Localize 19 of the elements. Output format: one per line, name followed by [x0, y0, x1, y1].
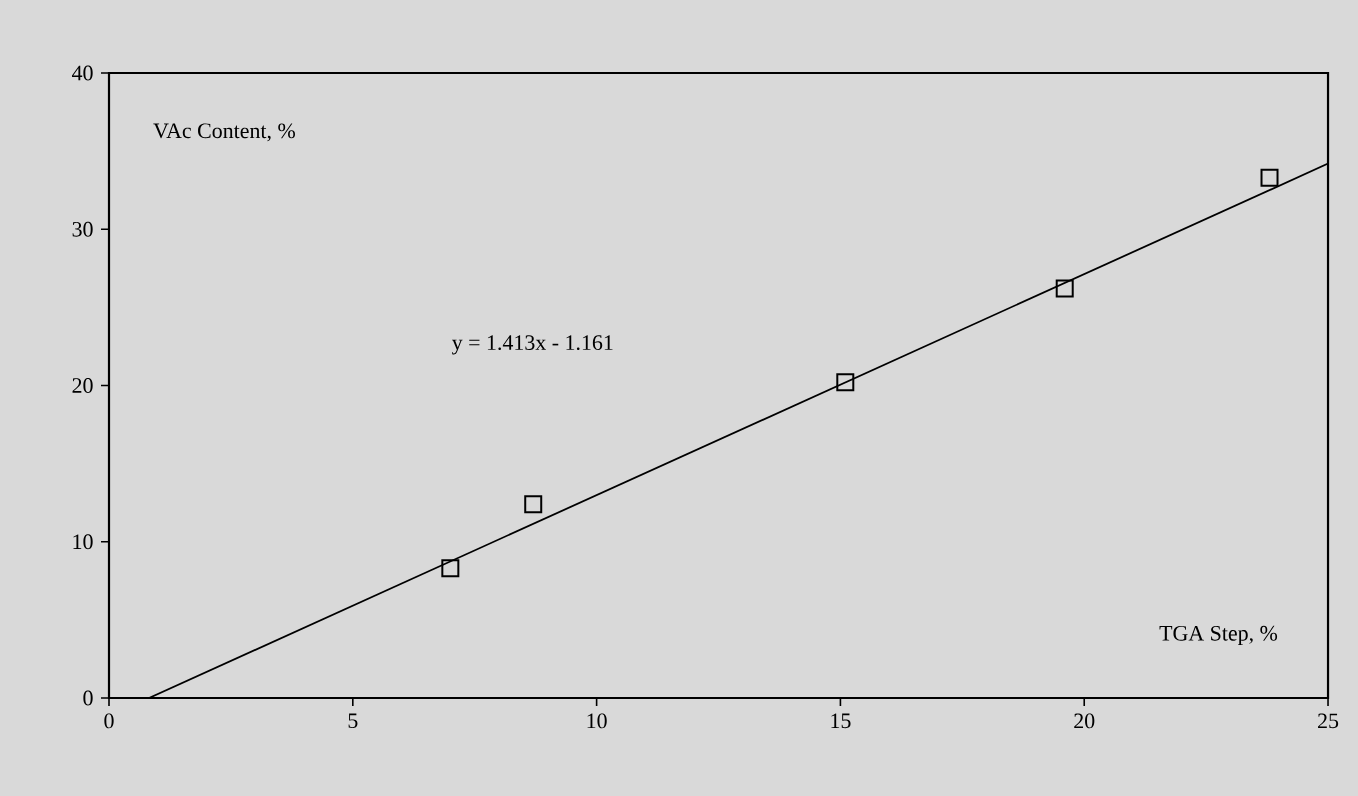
- y-tick-label: 40: [72, 65, 93, 81]
- y-tick-label: 10: [73, 534, 93, 550]
- x-tick-label: 25: [1318, 713, 1339, 729]
- point: [1260, 168, 1279, 187]
- x-tick-label: 10: [587, 713, 607, 729]
- point: [524, 495, 543, 514]
- y-tick-label: 30: [72, 221, 93, 237]
- y-tick-label: 20: [72, 378, 93, 393]
- point: [1055, 279, 1074, 298]
- x-axis-title: TGA Step, %: [1159, 625, 1278, 646]
- x-tick-label: 15: [831, 713, 851, 729]
- point: [836, 373, 855, 392]
- point: [441, 559, 460, 578]
- annotation: y = 1.413x - 1.161: [452, 335, 613, 355]
- x-tick-label: 20: [1074, 713, 1095, 729]
- x-tick-label: 0: [104, 713, 114, 729]
- y-tick-label: 0: [83, 690, 93, 706]
- y-axis-title: VAc Content, %: [153, 123, 295, 142]
- x-tick-label: 5: [348, 713, 358, 729]
